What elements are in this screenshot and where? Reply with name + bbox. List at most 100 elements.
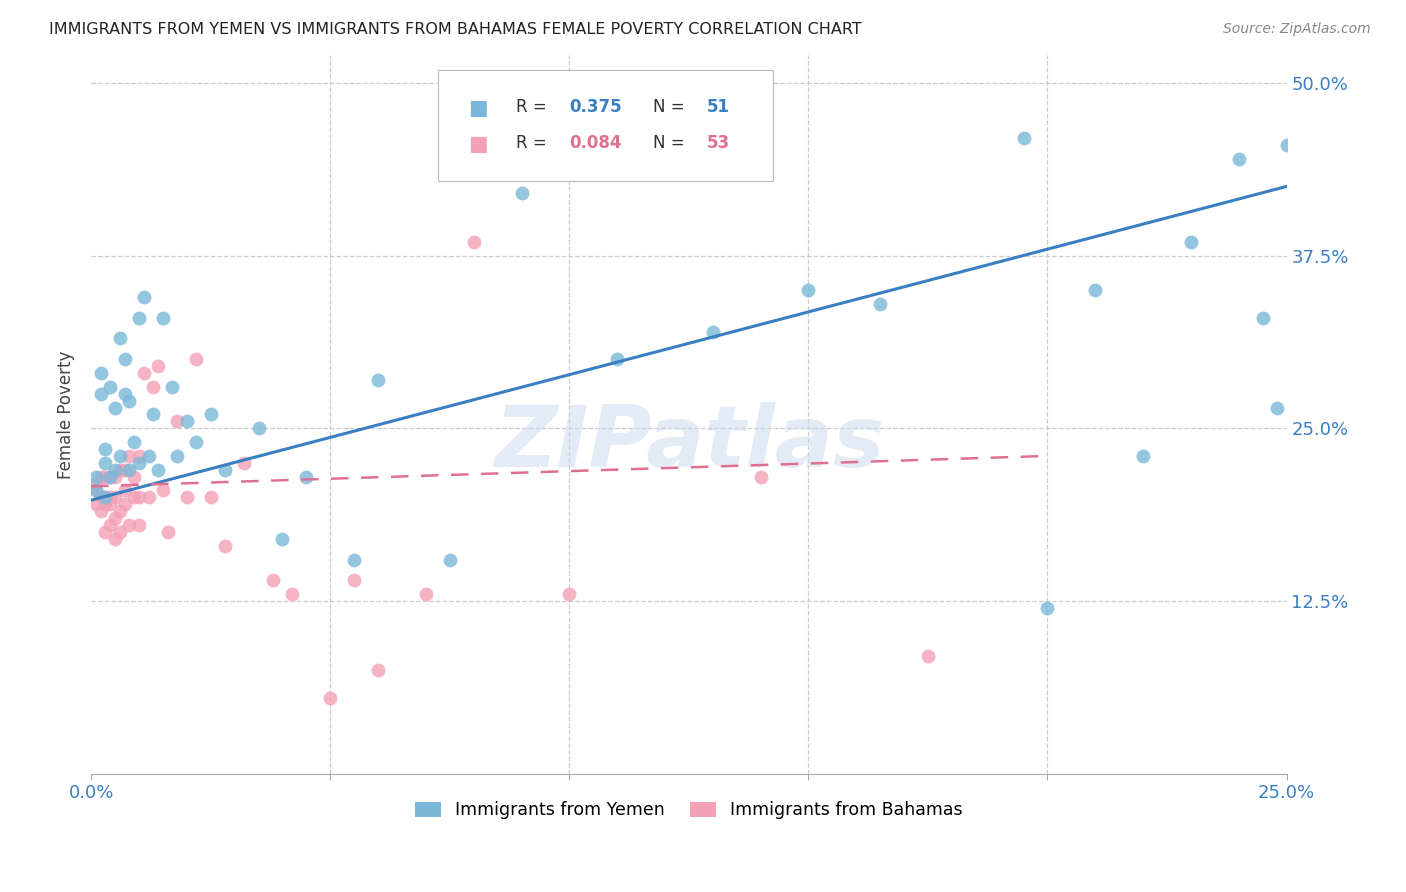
Point <box>128 310 150 325</box>
Point <box>128 456 150 470</box>
Point <box>98 380 121 394</box>
Point <box>104 463 127 477</box>
Point <box>114 497 136 511</box>
Point <box>146 463 169 477</box>
Point <box>214 539 236 553</box>
Point <box>118 518 141 533</box>
Point <box>128 491 150 505</box>
Point <box>118 449 141 463</box>
Point <box>138 449 160 463</box>
Point <box>1084 283 1107 297</box>
Text: 0.084: 0.084 <box>569 134 621 153</box>
Point <box>176 414 198 428</box>
Text: R =: R = <box>516 98 551 116</box>
Point <box>166 414 188 428</box>
Point <box>917 649 939 664</box>
Point <box>94 469 117 483</box>
Point <box>1180 235 1202 249</box>
Text: 51: 51 <box>707 98 730 116</box>
Point <box>558 587 581 601</box>
Point <box>186 352 208 367</box>
Point <box>166 449 188 463</box>
Point <box>1265 401 1288 415</box>
Point <box>1012 131 1035 145</box>
Point <box>156 524 179 539</box>
Point <box>510 186 533 201</box>
Point <box>94 491 117 505</box>
Point <box>84 483 107 498</box>
Point <box>439 552 461 566</box>
Point <box>84 497 107 511</box>
Point <box>84 483 107 498</box>
Text: N =: N = <box>652 98 690 116</box>
Point <box>146 359 169 373</box>
Text: ZIPatlas: ZIPatlas <box>494 401 884 484</box>
Point <box>114 352 136 367</box>
Point <box>94 497 117 511</box>
Point <box>138 491 160 505</box>
Point <box>108 331 131 345</box>
Point <box>186 435 208 450</box>
Point <box>118 463 141 477</box>
Point <box>114 483 136 498</box>
Point <box>271 532 294 546</box>
Point <box>84 476 107 491</box>
Point <box>108 463 131 477</box>
FancyBboxPatch shape <box>437 70 772 181</box>
Point <box>122 491 145 505</box>
Point <box>90 469 112 483</box>
Legend: Immigrants from Yemen, Immigrants from Bahamas: Immigrants from Yemen, Immigrants from B… <box>408 794 970 826</box>
Point <box>343 574 366 588</box>
Point <box>108 524 131 539</box>
Text: ■: ■ <box>468 98 488 119</box>
Point <box>98 469 121 483</box>
Text: 0.375: 0.375 <box>569 98 621 116</box>
Point <box>1251 310 1274 325</box>
Point <box>98 469 121 483</box>
Point <box>94 456 117 470</box>
Point <box>200 408 222 422</box>
Point <box>128 449 150 463</box>
Point <box>367 373 389 387</box>
Point <box>152 483 174 498</box>
Point <box>104 511 127 525</box>
Point <box>142 408 165 422</box>
Point <box>319 690 342 705</box>
Text: Source: ZipAtlas.com: Source: ZipAtlas.com <box>1223 22 1371 37</box>
Point <box>132 366 155 380</box>
Point <box>122 435 145 450</box>
Point <box>343 552 366 566</box>
Point <box>128 518 150 533</box>
Point <box>869 297 891 311</box>
Point <box>176 491 198 505</box>
Point <box>247 421 270 435</box>
Point <box>749 469 772 483</box>
Point <box>132 290 155 304</box>
Point <box>108 504 131 518</box>
Point <box>463 235 485 249</box>
Point <box>114 463 136 477</box>
Text: ■: ■ <box>468 134 488 154</box>
Text: R =: R = <box>516 134 551 153</box>
Point <box>104 491 127 505</box>
Point <box>142 380 165 394</box>
Point <box>94 491 117 505</box>
Point <box>98 497 121 511</box>
Point <box>214 463 236 477</box>
Point <box>606 352 628 367</box>
Point <box>281 587 304 601</box>
Point <box>114 386 136 401</box>
Point <box>90 366 112 380</box>
Point <box>94 524 117 539</box>
Point <box>152 310 174 325</box>
Point <box>94 442 117 456</box>
Y-axis label: Female Poverty: Female Poverty <box>58 351 75 479</box>
Point <box>108 449 131 463</box>
Point <box>118 393 141 408</box>
Point <box>1227 152 1250 166</box>
Point <box>262 574 284 588</box>
Point <box>1036 601 1059 615</box>
Point <box>415 587 437 601</box>
Point <box>1132 449 1154 463</box>
Point <box>702 325 724 339</box>
